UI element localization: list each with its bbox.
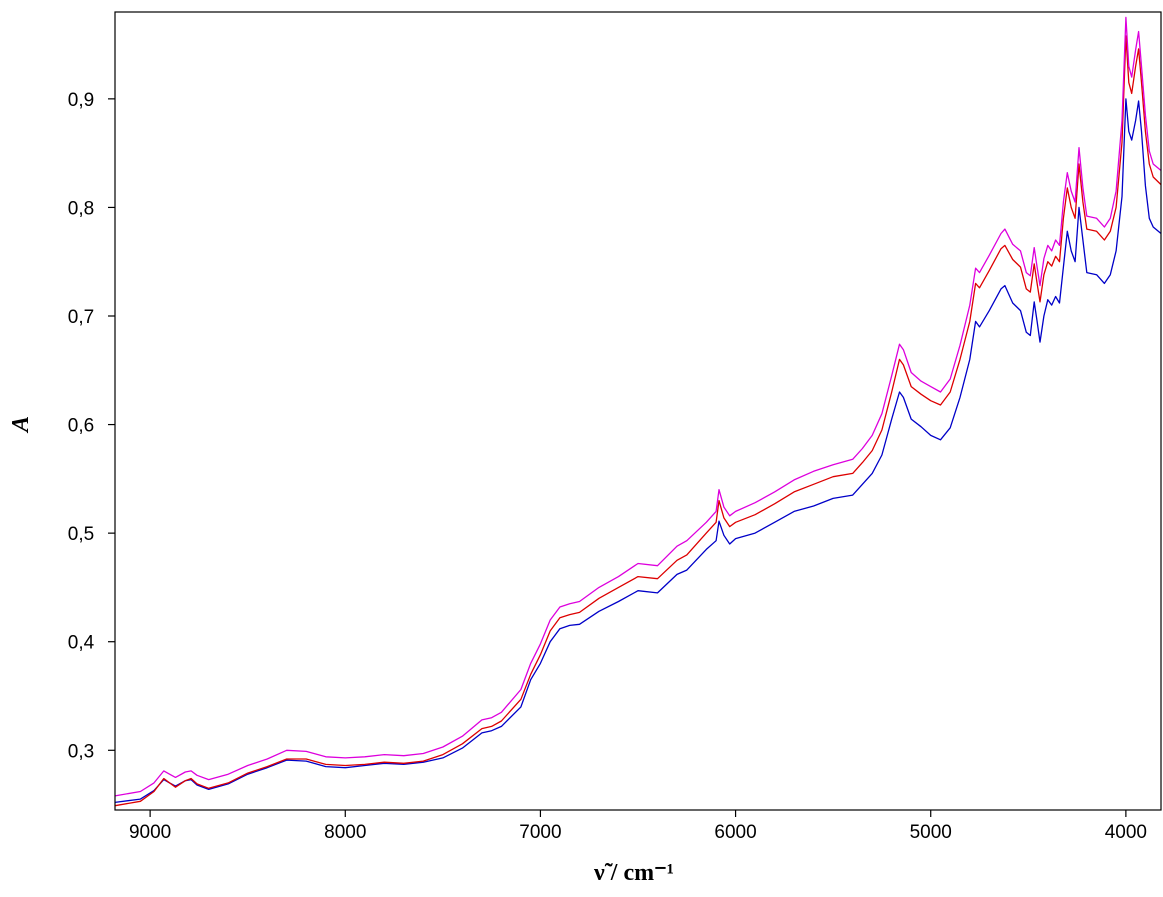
y-tick-label: 0,5 [68, 524, 94, 545]
series-line-2 [114, 35, 1162, 807]
y-tick-label: 0,3 [68, 741, 94, 762]
y-axis-title: A [8, 416, 34, 434]
y-axis: 0,3 0,4 0,5 0,6 0,7 0,8 0,9 [68, 90, 115, 762]
y-tick-label: 0,7 [68, 307, 94, 328]
x-tick-label: 5000 [910, 822, 952, 843]
y-tick-label: 0,9 [68, 90, 94, 111]
x-tick-label: 8000 [324, 822, 366, 843]
series-line-1 [114, 98, 1162, 804]
series-line-3 [114, 16, 1162, 797]
x-axis-title: ν̃ / cm⁻¹ [593, 860, 674, 886]
y-tick-label: 0,8 [68, 198, 94, 219]
x-tick-label: 4000 [1105, 822, 1147, 843]
plot-frame [114, 11, 1162, 811]
y-tick-label: 0,6 [68, 416, 94, 437]
series-layer [114, 16, 1162, 807]
x-tick-label: 9000 [129, 822, 171, 843]
x-tick-label: 6000 [714, 822, 756, 843]
x-axis: 9000 8000 7000 6000 5000 4000 [129, 810, 1147, 843]
x-tick-label: 7000 [519, 822, 561, 843]
y-tick-label: 0,4 [68, 633, 95, 654]
